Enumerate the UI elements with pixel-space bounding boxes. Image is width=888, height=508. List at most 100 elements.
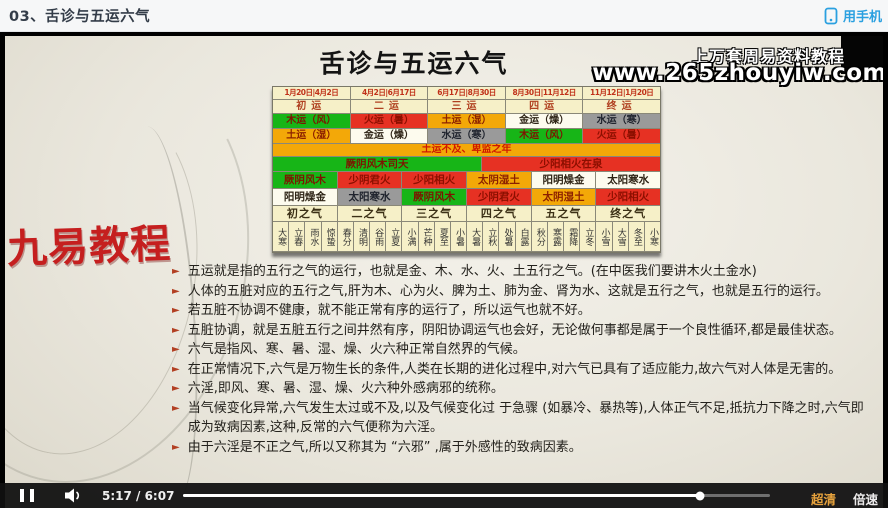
table-row-sitian: 厥阴风木司天 少阳相火在泉	[273, 157, 660, 172]
bullet-item: ► 五脏协调，就是五脏五行之间井然有序，阴阳协调运气也会好，无论做何事都是属于一个…	[172, 321, 873, 341]
ke-yun-cell: 木运（风）	[505, 129, 584, 144]
yun-label-cell: 二运	[350, 100, 429, 114]
bullet-arrow-icon: ►	[172, 402, 180, 414]
player-controls: 5:17 / 6:07 超清 倍速	[0, 483, 888, 508]
solar-term-cell: 大雪	[612, 222, 629, 252]
bullet-arrow-icon: ►	[172, 363, 180, 375]
bullet-text: 六气是指风、寒、暑、湿、燥、火六种正常自然界的气候。	[187, 342, 526, 357]
table-row-keqi: 阳明燥金 太阳寒水 厥阴风木 少阴君火 太阴湿土 少阳相火	[273, 189, 661, 206]
pause-button[interactable]	[20, 489, 34, 502]
solar-term-cell: 小暑	[450, 222, 468, 252]
bullet-item: ► 在正常情况下,六气是万物生长的条件,人类在长期的进化过程中,对六气已具有了适应…	[172, 360, 873, 380]
bullet-item: ► 当气候变化异常,六气发生太过或不及,以及气候变化过 于急骤 (如暴冷、暴热等)…	[172, 399, 873, 438]
yun-label-cell: 终运	[583, 100, 660, 114]
bullet-text: 人体的五脏对应的五行之气,肝为木、心为火、脾为土、肺为金、肾为水、这就是五行之气…	[187, 283, 829, 299]
bullet-arrow-icon: ►	[172, 441, 180, 453]
table-row-zhuyun: 木运（风） 火运（暑） 土运（湿） 金运（燥） 水运（寒）	[273, 114, 660, 129]
zhu-qi-cell: 少阴君火	[337, 172, 403, 189]
solar-term-cell: 立秋	[483, 222, 500, 252]
solar-term-cell: 霜降	[564, 222, 581, 252]
date-range-cell: 11月12日|1月20日	[583, 87, 660, 100]
bullet-text: 由于六淫是不正之气,所以又称其为 “六邪” ,属于外感性的致病因素。	[187, 439, 582, 455]
zhu-qi-cell: 少阳相火	[402, 172, 468, 189]
solar-term-cell: 春分	[337, 222, 354, 252]
zhu-yun-cell: 火运（暑）	[350, 114, 429, 129]
date-range-cell: 6月17日|8月30日	[428, 87, 506, 100]
solar-term-cell: 夏至	[434, 222, 451, 252]
qi-label-cell: 初之气	[273, 206, 338, 222]
solar-term-cell: 大寒	[273, 222, 290, 252]
solar-term-cell: 芒种	[418, 222, 435, 252]
yun-label-cell: 三运	[428, 100, 506, 114]
video-player[interactable]: 舌诊与五运六气 上万套周易资料教程 www.265zhouyiw.com 九易教…	[0, 32, 888, 508]
solar-term-cell: 惊蛰	[321, 222, 338, 252]
qi-label-cell: 二之气	[337, 206, 403, 222]
ke-qi-cell: 厥阴风木	[402, 189, 468, 206]
yun-label-cell: 四运	[505, 100, 584, 114]
speed-button[interactable]: 倍速	[852, 492, 878, 507]
volume-icon[interactable]	[64, 488, 84, 503]
use-phone-link[interactable]: 用手机	[824, 6, 882, 25]
bullet-arrow-icon: ►	[172, 344, 180, 355]
year-banner-cell: 土运不及、卑监之年	[273, 144, 660, 157]
phone-icon	[824, 7, 838, 24]
date-range-cell: 8月30日|11月12日	[505, 87, 584, 100]
zhu-yun-cell: 水运（寒）	[583, 114, 660, 129]
table-row-banner: 土运不及、卑监之年	[273, 144, 660, 157]
solar-term-cell: 谷雨	[370, 222, 387, 252]
table-row-zhuqi: 厥阴风木 少阴君火 少阳相火 太阴湿土 阳明燥金 太阳寒水	[273, 172, 661, 189]
solar-term-cell: 立春	[289, 222, 306, 252]
solar-term-cell: 处暑	[499, 222, 516, 252]
bullet-text: 若五脏不协调不健康，就不能正常有序的运行了，所以运气也就不好。	[187, 303, 591, 318]
ke-qi-cell: 太阴湿土	[531, 189, 597, 206]
solar-term-cell: 大暑	[467, 222, 484, 252]
ke-yun-cell: 土运（湿）	[273, 129, 351, 144]
ke-yun-cell: 火运（暑）	[583, 129, 660, 144]
yun-label-cell: 初运	[273, 100, 351, 114]
corner-mask	[841, 36, 883, 74]
zhu-qi-cell: 太阳寒水	[596, 172, 661, 189]
bullet-item: ► 人体的五脏对应的五行之气,肝为木、心为火、脾为土、肺为金、肾为水、这就是五行之…	[172, 282, 873, 302]
quality-button[interactable]: 超清	[810, 492, 836, 507]
ke-qi-cell: 少阴君火	[467, 189, 532, 206]
time-display: 5:17 / 6:07	[102, 489, 175, 503]
page-title: 03、舌诊与五运六气	[9, 9, 151, 25]
solar-term-cell: 白露	[515, 222, 532, 252]
use-phone-label: 用手机	[842, 10, 882, 25]
solar-term-cell: 清明	[353, 222, 371, 252]
date-range-cell: 1月20日|4月2日	[273, 87, 351, 100]
slide-canvas: 舌诊与五运六气 上万套周易资料教程 www.265zhouyiw.com 九易教…	[5, 36, 883, 508]
watermark-line1: 上万套周易资料教程	[691, 47, 845, 66]
bullet-item: ► 六淫,即风、寒、暑、湿、燥、火六种外感病邪的统称。	[172, 379, 873, 399]
date-range-cell: 4月2日|6月17日	[350, 87, 429, 100]
solar-term-cell: 冬至	[628, 222, 645, 252]
qi-label-cell: 终之气	[596, 206, 661, 222]
ke-qi-cell: 少阳相火	[596, 189, 661, 206]
qi-label-cell: 三之气	[402, 206, 468, 222]
bullet-item: ► 五运就是指的五行之气的运行，也就是金、木、水、火、土五行之气。(在中医我们要讲…	[172, 262, 873, 282]
wuyun-liuqi-table: 1月20日|4月2日 4月2日|6月17日 6月17日|8月30日 8月30日|11月…	[272, 86, 661, 253]
qi-label-cell: 五之气	[531, 206, 597, 222]
solar-term-cell: 秋分	[531, 222, 548, 252]
ke-qi-cell: 太阳寒水	[337, 189, 403, 206]
brand-text: 九易教程	[6, 221, 172, 273]
bullet-arrow-icon: ►	[172, 324, 180, 336]
solar-term-cell: 小雪	[596, 222, 613, 252]
bullet-arrow-icon: ►	[172, 285, 180, 297]
zhu-qi-cell: 阳明燥金	[531, 172, 597, 189]
solar-term-cell: 立夏	[386, 222, 403, 252]
progress-bar[interactable]	[183, 491, 770, 500]
table-row-keyun: 土运（湿） 金运（燥） 水运（寒） 木运（风） 火运（暑）	[273, 129, 660, 144]
progress-handle[interactable]	[695, 491, 705, 500]
bullet-text: 五脏协调，就是五脏五行之间井然有序，阴阳协调运气也会好，无论做何事都是属于一个良…	[187, 322, 842, 338]
bullet-item: ► 六气是指风、寒、暑、湿、燥、火六种正常自然界的气候。	[172, 340, 873, 360]
bullet-item: ► 由于六淫是不正之气,所以又称其为 “六邪” ,属于外感性的致病因素。	[172, 438, 873, 458]
bullet-arrow-icon: ►	[172, 266, 180, 277]
zhu-qi-cell: 厥阴风木	[273, 172, 338, 189]
solar-term-cell: 小满	[402, 222, 419, 252]
zhu-qi-cell: 太阴湿土	[467, 172, 532, 189]
bullet-text: 当气候变化异常,六气发生太过或不及,以及气候变化过 于急骤 (如暴冷、暴热等),…	[187, 400, 864, 436]
solar-term-cell: 立冬	[580, 222, 597, 252]
table-row-solar: 大寒 立春 雨水 惊蛰 春分 清明 谷雨 立夏 小满 芒种 夏至 小暑 大暑 立秋 处暑 白露 秋分 寒露 霜降 立冬…	[273, 222, 661, 252]
bullet-list: ► 五运就是指的五行之气的运行，也就是金、木、水、火、土五行之气。(在中医我们要讲…	[172, 262, 873, 457]
